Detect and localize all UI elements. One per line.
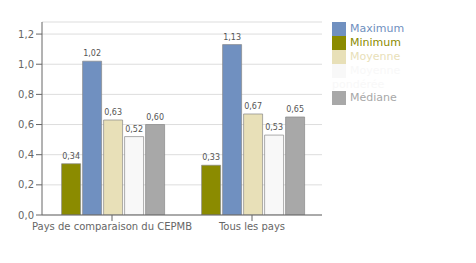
svg-text:1,13: 1,13 bbox=[223, 33, 241, 42]
svg-text:0,6: 0,6 bbox=[18, 119, 34, 130]
svg-text:1,2: 1,2 bbox=[18, 29, 34, 40]
svg-text:0,2: 0,2 bbox=[18, 179, 34, 190]
svg-text:0,8: 0,8 bbox=[18, 89, 34, 100]
html-text:Moyenne: Moyenne bbox=[350, 50, 401, 63]
svg-text:0,0: 0,0 bbox=[18, 210, 34, 221]
svg-text:0,52: 0,52 bbox=[125, 125, 143, 134]
svg-text:0,34: 0,34 bbox=[62, 152, 80, 161]
svg-text:0,4: 0,4 bbox=[18, 149, 34, 160]
svg-text:0,63: 0,63 bbox=[104, 108, 122, 117]
svg-text:0,53: 0,53 bbox=[265, 123, 283, 132]
svg-text:1,0: 1,0 bbox=[18, 59, 34, 70]
svg-text:Pays de comparaison du CEPMB: Pays de comparaison du CEPMB bbox=[32, 221, 192, 232]
svg-text:0,67: 0,67 bbox=[244, 102, 262, 111]
html-text:Minimum: Minimum bbox=[350, 36, 401, 49]
svg-text:Tous les pays: Tous les pays bbox=[218, 221, 285, 232]
html-text:Moyenne pondérée: Moyenne pondérée bbox=[332, 64, 401, 91]
svg-text:0,33: 0,33 bbox=[202, 153, 220, 162]
svg-text:0,60: 0,60 bbox=[146, 113, 164, 122]
html-text:Maximum: Maximum bbox=[350, 22, 405, 35]
svg-text:0,65: 0,65 bbox=[286, 105, 304, 114]
svg-text:1,02: 1,02 bbox=[83, 49, 101, 58]
html-text:Médiane: Médiane bbox=[350, 91, 397, 104]
